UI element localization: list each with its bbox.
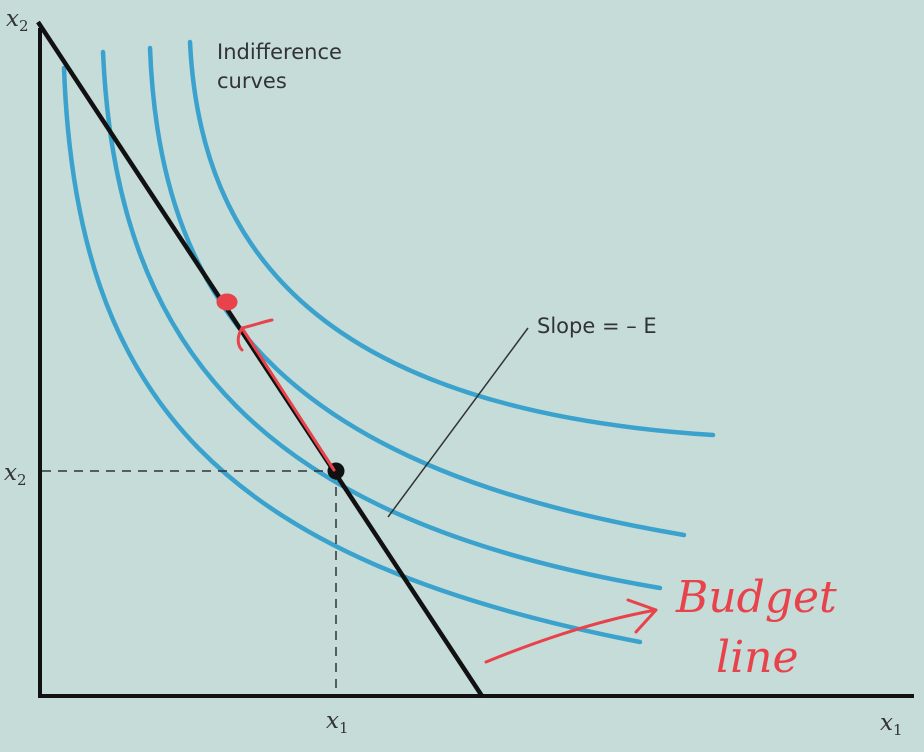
indifference-curve-1 (61, 65, 643, 645)
indifference-curves-label-line1: Indifference (217, 40, 342, 64)
indifference-curve-3 (147, 45, 687, 538)
indifference-curve-2 (100, 49, 663, 591)
x2-tick-label: x2 (4, 460, 27, 489)
handwritten-marks (216, 293, 658, 664)
red-arrow-to-budget-line (484, 598, 658, 664)
handwritten-budget-word: Budget (675, 572, 837, 623)
x-axis-label: x1 (880, 710, 903, 739)
axes (38, 28, 914, 698)
slope-label: Slope = – E (537, 314, 657, 338)
x1-tick-label: x1 (326, 708, 349, 737)
slope-pointer-line (387, 327, 529, 518)
y-axis-label: x2 (6, 6, 29, 35)
red-arrow-along-budget-line (236, 318, 336, 472)
indifference-curves-label-line2: curves (217, 69, 287, 93)
handwritten-line-word: line (716, 632, 799, 683)
indifference-curve-4 (187, 39, 716, 438)
red-dot-mark (216, 293, 238, 311)
budget-line (36, 20, 484, 698)
indifference-curves (61, 39, 716, 645)
optimum-guides (42, 470, 337, 696)
